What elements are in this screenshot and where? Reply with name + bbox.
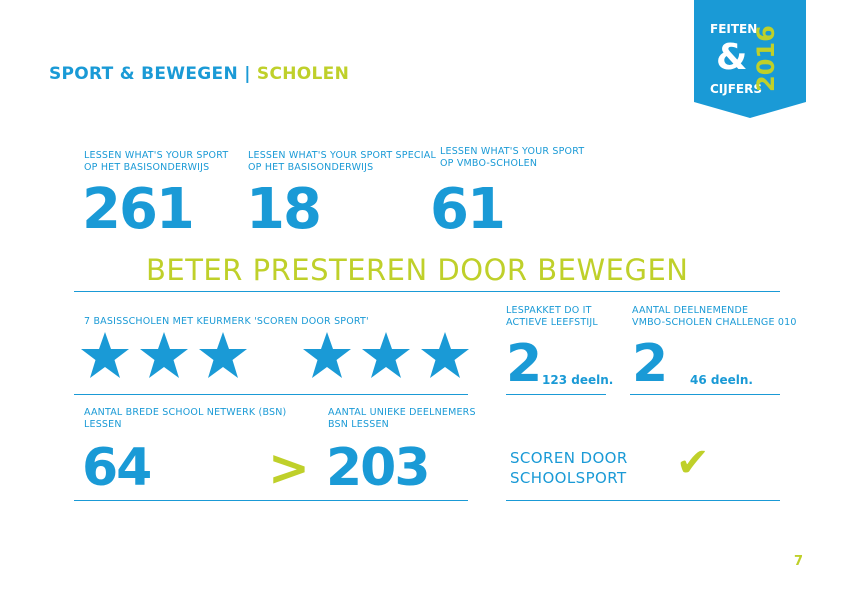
keurmerk-label: 7 BASISSCHOLEN MET KEURMERK 'SCOREN DOOR… — [84, 316, 369, 327]
feiten-cijfers-badge — [694, 0, 806, 118]
label-line: AANTAL UNIEKE DEELNEMERS — [328, 407, 476, 418]
bsn-deelnemers-value: 203 — [326, 438, 431, 498]
label-line: LESPAKKET DO IT — [506, 305, 592, 316]
vmbo-challenge-suffix: 46 deeln. — [690, 373, 753, 387]
title-separator: | — [244, 64, 251, 84]
stat-wys-basis-label: LESSEN WHAT'S YOUR SPORT OP HET BASISOND… — [84, 150, 228, 174]
star-icon — [421, 332, 469, 378]
headline-divider — [74, 291, 780, 292]
badge-year: 2016 — [752, 25, 780, 93]
badge-feiten: FEITEN — [710, 22, 758, 36]
badge-ampersand: & — [716, 37, 748, 78]
stat-wys-basis-value: 261 — [82, 177, 195, 242]
vmbo-challenge-label: AANTAL DEELNEMENDE VMBO-SCHOLEN CHALLENG… — [632, 305, 797, 329]
label-line: AANTAL DEELNEMENDE — [632, 305, 749, 316]
star-icon — [81, 332, 129, 378]
lespakket-divider — [506, 394, 606, 395]
page-number: 7 — [794, 554, 804, 569]
bsn-lessen-value: 64 — [82, 438, 152, 498]
star-icon — [303, 332, 351, 378]
label-line: OP HET BASISONDERWIJS — [248, 162, 374, 173]
label-line: OP VMBO-SCHOLEN — [440, 158, 538, 169]
schoolsport-divider — [506, 500, 780, 501]
star-icon — [362, 332, 410, 378]
vmbo-challenge-value: 2 — [632, 334, 668, 394]
label-line: SCOREN DOOR — [510, 449, 628, 467]
label-line: LESSEN WHAT'S YOUR SPORT — [84, 150, 229, 161]
badge-cijfers: CIJFERS — [710, 82, 763, 96]
checkmark-icon: ✔ — [676, 440, 710, 486]
lespakket-suffix: 123 deeln. — [542, 373, 614, 387]
stat-wys-vmbo-label: LESSEN WHAT'S YOUR SPORT OP VMBO-SCHOLEN — [440, 146, 584, 170]
star-icon — [140, 332, 188, 378]
label-line: VMBO-SCHOLEN CHALLENGE 010 — [632, 317, 797, 328]
vmbo-challenge-divider — [630, 394, 780, 395]
section-title: SPORT & BEWEGEN — [49, 64, 238, 84]
keurmerk-divider — [74, 394, 468, 395]
bsn-divider — [74, 500, 468, 501]
label-line: BSN LESSEN — [328, 419, 389, 430]
star-icon — [199, 332, 247, 378]
stat-wys-special-label: LESSEN WHAT'S YOUR SPORT SPECIAL OP HET … — [248, 150, 436, 174]
schoolsport-label: SCOREN DOOR SCHOOLSPORT — [510, 448, 628, 488]
headline: BETER PRESTEREN DOOR BEWEGEN — [146, 253, 689, 287]
stat-wys-vmbo-value: 61 — [430, 177, 506, 242]
stat-wys-special-value: 18 — [246, 177, 322, 242]
lespakket-label: LESPAKKET DO IT ACTIEVE LEEFSTIJL — [506, 305, 598, 329]
lespakket-value: 2 — [506, 334, 542, 394]
label-line: LESSEN WHAT'S YOUR SPORT SPECIAL — [248, 150, 436, 161]
label-line: LESSEN — [84, 419, 122, 430]
label-line: SCHOOLSPORT — [510, 469, 627, 487]
page-title: SPORT & BEWEGEN | SCHOLEN — [49, 64, 349, 84]
bsn-deelnemers-label: AANTAL UNIEKE DEELNEMERS BSN LESSEN — [328, 407, 476, 431]
bsn-lessen-label: AANTAL BREDE SCHOOL NETWERK (BSN) LESSEN — [84, 407, 286, 431]
label-line: OP HET BASISONDERWIJS — [84, 162, 210, 173]
label-line: AANTAL BREDE SCHOOL NETWERK (BSN) — [84, 407, 287, 418]
greater-than-sign: > — [268, 439, 310, 497]
label-line: LESSEN WHAT'S YOUR SPORT — [440, 146, 585, 157]
subsection-title: SCHOLEN — [256, 64, 350, 84]
label-line: ACTIEVE LEEFSTIJL — [506, 317, 598, 328]
star-rating-group — [80, 330, 470, 385]
